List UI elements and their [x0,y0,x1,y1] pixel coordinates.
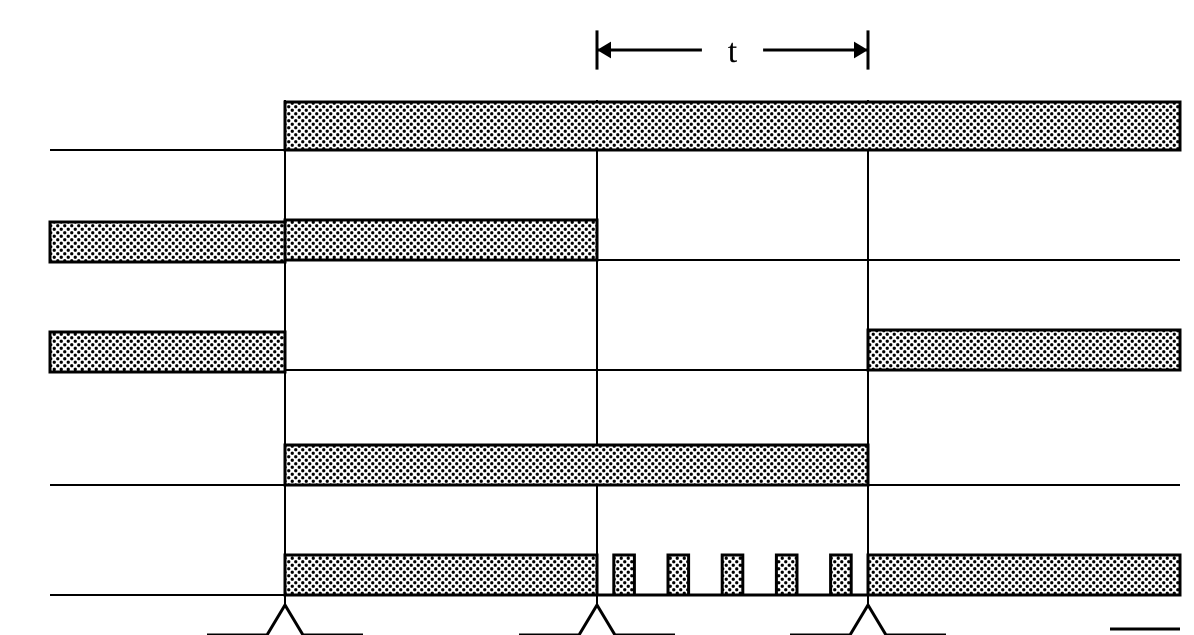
time-span-label: t [728,33,738,70]
timing-diagram-svg: t [0,0,1194,635]
timing-diagram: t [0,0,1194,635]
